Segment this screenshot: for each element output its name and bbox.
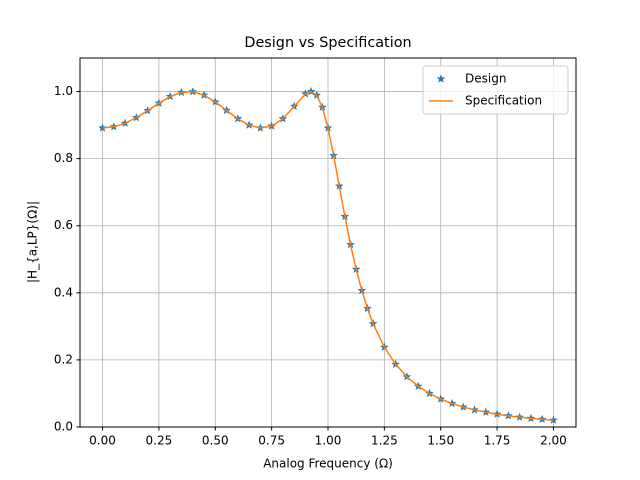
- y-tick-label: 0.6: [54, 218, 73, 232]
- y-tick-label: 0.8: [54, 151, 73, 165]
- y-axis-label: |H_{a,LP}(Ω)|: [26, 201, 40, 283]
- x-tick-label: 0.75: [258, 434, 285, 448]
- specification-line: [102, 90, 554, 421]
- plot: [98, 86, 558, 425]
- x-axis-label: Analog Frequency (Ω): [263, 457, 393, 471]
- legend-label: Specification: [465, 94, 542, 108]
- legend-box: [422, 65, 569, 115]
- legend-marker: [436, 74, 446, 83]
- x-tick-label: 1.00: [315, 434, 342, 448]
- x-tick-label: 2.00: [540, 434, 567, 448]
- ticks: 0.00 0.25 0.50 0.75 1.00 1.25 1.50 1.75 2.00 0.0 0…: [54, 84, 567, 447]
- legend: Design Specification: [422, 65, 569, 115]
- y-tick-label: 0.2: [54, 352, 73, 366]
- x-tick-label: 1.50: [427, 434, 454, 448]
- x-tick-label: 0.00: [89, 434, 116, 448]
- legend-label: Design: [465, 72, 506, 86]
- chart-title: Design vs Specification: [244, 35, 411, 51]
- y-tick-label: 1.0: [54, 84, 73, 98]
- x-tick-label: 0.50: [202, 434, 229, 448]
- y-tick-label: 0.4: [54, 285, 73, 299]
- x-tick-label: 0.25: [146, 434, 173, 448]
- x-tick-label: 1.25: [371, 434, 398, 448]
- y-tick-label: 0.0: [54, 420, 73, 434]
- x-tick-label: 1.75: [484, 434, 511, 448]
